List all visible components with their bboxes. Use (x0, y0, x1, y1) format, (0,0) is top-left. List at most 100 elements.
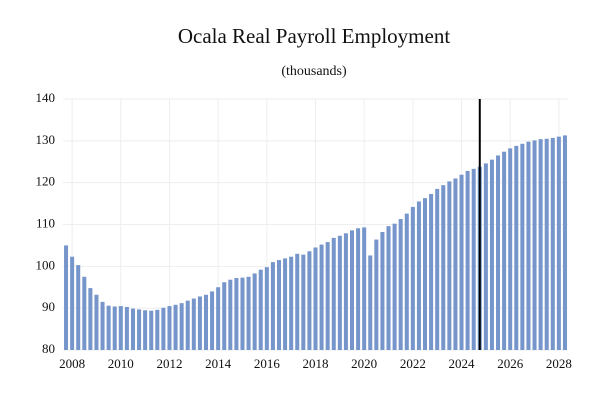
bar (167, 306, 172, 350)
bar (429, 193, 434, 350)
bar (392, 223, 397, 350)
bar (508, 148, 513, 350)
bar (258, 269, 263, 350)
x-tick-label: 2010 (108, 356, 134, 371)
bar (203, 294, 208, 350)
bar (459, 174, 464, 350)
bar (502, 151, 507, 350)
bar (362, 227, 367, 350)
bar (556, 136, 561, 350)
bar (82, 276, 87, 350)
bar (416, 201, 421, 350)
bar (368, 255, 373, 350)
bar (514, 145, 519, 350)
bar (130, 308, 135, 350)
bar (173, 304, 178, 350)
bar (240, 277, 245, 350)
bar (185, 300, 190, 350)
bar (386, 226, 391, 350)
y-tick-label: 130 (36, 132, 56, 147)
bar (465, 170, 470, 350)
y-tick-label: 120 (36, 174, 56, 189)
bar (301, 254, 306, 350)
bar (124, 306, 129, 350)
x-tick-label: 2008 (59, 356, 85, 371)
bar (149, 310, 154, 350)
bar (520, 143, 525, 350)
x-tick-label: 2016 (254, 356, 281, 371)
bar (234, 278, 239, 350)
bar (307, 251, 312, 350)
bar (313, 247, 318, 350)
y-tick-label: 140 (36, 90, 56, 105)
x-tick-label: 2022 (400, 356, 426, 371)
bar (356, 228, 361, 350)
bar (106, 305, 111, 350)
y-tick-label: 110 (36, 215, 55, 230)
bar (270, 262, 275, 350)
bar (137, 309, 142, 350)
x-tick-label: 2028 (546, 356, 572, 371)
bar (337, 235, 342, 350)
bar (216, 287, 221, 350)
bar (544, 138, 549, 350)
bar (210, 291, 215, 350)
bar (532, 140, 537, 350)
bar (398, 219, 403, 350)
bar (496, 155, 501, 350)
bar (100, 301, 105, 350)
bar (423, 198, 428, 350)
bar (447, 181, 452, 350)
bar (453, 178, 458, 350)
bar (228, 279, 233, 350)
bar (435, 188, 440, 350)
x-tick-label: 2012 (156, 356, 182, 371)
y-tick-label: 90 (42, 299, 55, 314)
bar (404, 213, 409, 350)
bar (380, 232, 385, 350)
bar (197, 296, 202, 350)
x-tick-label: 2020 (351, 356, 377, 371)
bar (410, 206, 415, 350)
bar (155, 309, 160, 350)
bar (64, 245, 69, 350)
bar (343, 233, 348, 350)
bar (179, 303, 184, 350)
x-tick-label: 2018 (303, 356, 329, 371)
bar (295, 253, 300, 350)
bar (538, 139, 543, 350)
x-tick-label: 2026 (497, 356, 524, 371)
bar (441, 185, 446, 350)
bar (489, 159, 494, 350)
x-tick-label: 2014 (205, 356, 232, 371)
chart-title: Ocala Real Payroll Employment (178, 24, 451, 48)
y-tick-label: 80 (42, 341, 55, 356)
chart-subtitle: (thousands) (281, 64, 347, 79)
bar (526, 141, 531, 350)
bar (276, 260, 282, 350)
bar (252, 273, 257, 350)
bar (143, 310, 148, 350)
bar (112, 306, 117, 350)
bar (246, 276, 251, 350)
bar (374, 239, 379, 350)
bar (483, 163, 488, 350)
bar (222, 282, 227, 350)
y-tick-label: 100 (36, 257, 56, 272)
bar (94, 294, 99, 350)
bar (283, 258, 288, 350)
bar (550, 137, 555, 350)
bar (88, 288, 93, 350)
bar (118, 306, 123, 350)
bar (161, 307, 166, 350)
bar (289, 256, 294, 350)
bar (191, 298, 196, 350)
bar (331, 237, 336, 350)
bar (562, 135, 567, 350)
bar (325, 242, 330, 350)
bar (264, 267, 269, 350)
bar (471, 168, 476, 350)
bar (319, 244, 324, 350)
bar (70, 256, 75, 350)
